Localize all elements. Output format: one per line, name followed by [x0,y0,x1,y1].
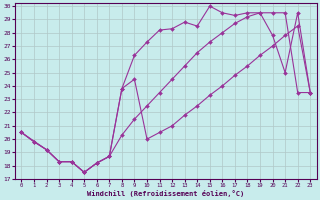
X-axis label: Windchill (Refroidissement éolien,°C): Windchill (Refroidissement éolien,°C) [87,190,244,197]
